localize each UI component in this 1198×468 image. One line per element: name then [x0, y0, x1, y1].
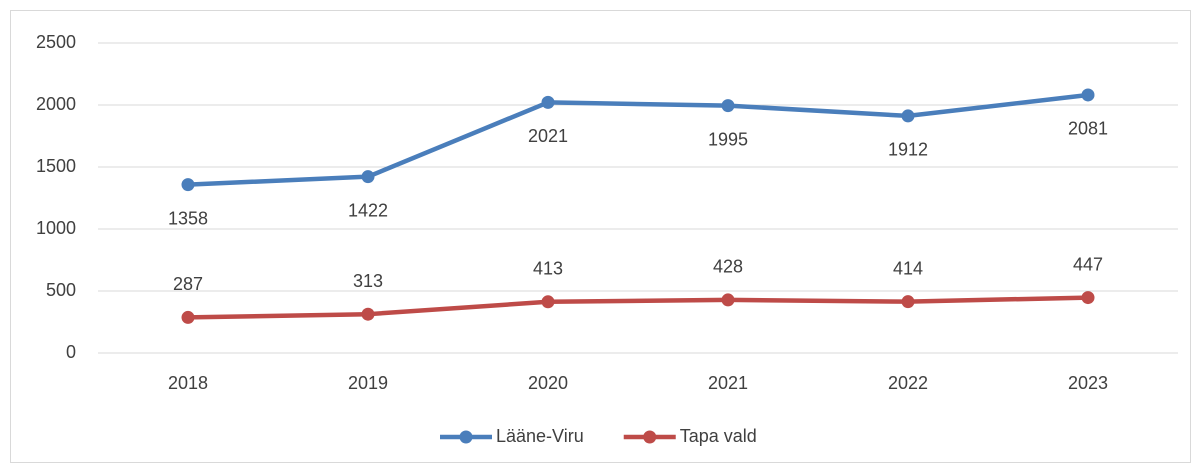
data-label: 414	[893, 258, 923, 278]
y-tick-label: 0	[66, 342, 76, 362]
data-label: 287	[173, 274, 203, 294]
data-label: 1995	[708, 129, 748, 149]
y-tick-label: 2500	[36, 32, 76, 52]
data-label: 1912	[888, 140, 928, 160]
y-tick-label: 1500	[36, 156, 76, 176]
point-marker	[361, 170, 375, 184]
data-label: 1358	[168, 208, 208, 228]
data-label: 2081	[1068, 119, 1108, 139]
point-marker	[1081, 88, 1095, 102]
point-marker	[541, 295, 555, 309]
legend-marker	[643, 430, 657, 444]
point-marker	[901, 295, 915, 309]
y-tick-label: 2000	[36, 94, 76, 114]
data-label: 2021	[528, 126, 568, 146]
data-label: 313	[353, 271, 383, 291]
data-label: 447	[1073, 254, 1103, 274]
y-tick-label: 1000	[36, 218, 76, 238]
point-marker	[181, 310, 195, 324]
x-tick-label: 2019	[348, 373, 388, 393]
point-marker	[721, 293, 735, 307]
series-line	[187, 92, 1089, 187]
x-tick-label: 2020	[528, 373, 568, 393]
data-label: 428	[713, 257, 743, 277]
point-marker	[181, 178, 195, 192]
chart-border	[10, 10, 1191, 463]
point-marker	[721, 99, 735, 113]
point-marker	[541, 95, 555, 109]
point-marker	[361, 307, 375, 321]
series-line	[187, 295, 1089, 320]
x-tick-label: 2018	[168, 373, 208, 393]
x-tick-label: 2023	[1068, 373, 1108, 393]
data-label: 413	[533, 259, 563, 279]
x-tick-label: 2022	[888, 373, 928, 393]
legend-label: Lääne-Viru	[496, 426, 584, 446]
legend-marker	[459, 430, 473, 444]
point-marker	[1081, 291, 1095, 305]
y-tick-label: 500	[46, 280, 76, 300]
point-marker	[901, 109, 915, 123]
legend-label: Tapa vald	[680, 426, 757, 446]
x-tick-label: 2021	[708, 373, 748, 393]
data-label: 1422	[348, 200, 388, 220]
